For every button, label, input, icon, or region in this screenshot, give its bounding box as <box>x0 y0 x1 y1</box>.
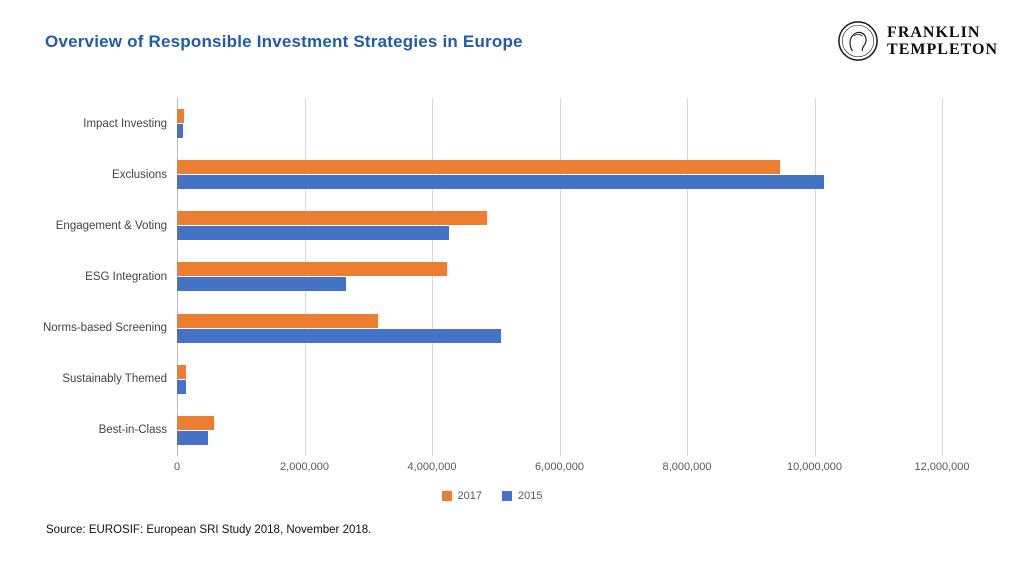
category-label: Norms-based Screening <box>42 322 167 335</box>
legend-label: 2017 <box>457 490 482 502</box>
x-tick-label: 10,000,000 <box>786 461 843 473</box>
x-tick-label: 4,000,000 <box>407 461 457 473</box>
legend-swatch <box>441 491 452 501</box>
legend-item-2015: 2015 <box>502 490 542 502</box>
bar-2015 <box>177 328 502 343</box>
gridline <box>687 98 688 456</box>
category-label: Sustainably Themed <box>62 373 167 386</box>
x-tick-label: 8,000,000 <box>662 461 712 473</box>
gridline <box>304 98 306 456</box>
bar-2015 <box>177 430 209 445</box>
franklin-templeton-logo: FRANKLIN TEMPLETON <box>837 20 998 62</box>
bar-row <box>177 354 942 405</box>
category-labels: Impact Investing Exclusions Engagement & V… <box>42 98 177 456</box>
gridline <box>432 98 433 456</box>
bar-row <box>177 405 942 456</box>
bar-2015 <box>177 175 825 190</box>
bar-row <box>177 200 942 251</box>
bar-2015 <box>177 226 450 241</box>
category-label: Impact Investing <box>83 117 167 130</box>
x-tick-label: 0 <box>173 461 181 473</box>
bar-2015 <box>177 124 184 139</box>
bar-2015 <box>177 277 346 292</box>
bar-chart: Impact Investing Exclusions Engagement & V… <box>42 98 970 502</box>
legend: 2017 2015 <box>42 490 942 502</box>
logo-wordmark: FRANKLIN TEMPLETON <box>887 24 998 59</box>
bar-row <box>177 251 942 302</box>
x-tick-label: 6,000,000 <box>535 461 584 473</box>
legend-item-2017: 2017 <box>441 490 482 502</box>
x-tick-label: 12,000,000 <box>914 461 970 473</box>
logo-line2: TEMPLETON <box>887 41 998 58</box>
bar-2017 <box>177 262 448 277</box>
bar-2017 <box>177 364 187 379</box>
x-axis: 0 2,000,000 4,000,000 6,000,000 8,000,000 10,… <box>173 456 970 476</box>
x-tick-label: 2,000,000 <box>280 461 329 473</box>
category-label: Best-in-Class <box>98 424 167 437</box>
gridline <box>177 98 178 456</box>
category-label: Engagement & Voting <box>55 219 167 232</box>
category-label: ESG Integration <box>85 270 167 283</box>
bar-2017 <box>177 109 184 124</box>
gridline <box>814 98 816 456</box>
bar-2015 <box>177 379 187 394</box>
source-note: Source: EUROSIF: European SRI Study 2018… <box>46 524 372 536</box>
bar-2017 <box>177 160 781 175</box>
legend-label: 2015 <box>518 490 543 502</box>
legend-swatch <box>502 491 512 501</box>
category-label: Exclusions <box>112 168 167 181</box>
bar-row <box>177 303 942 354</box>
franklin-portrait-icon <box>838 21 878 61</box>
plot-area <box>177 98 943 456</box>
gridline <box>559 98 561 456</box>
page-title: Overview of Responsible Investment Strat… <box>45 32 523 51</box>
bar-rows <box>177 98 942 456</box>
bar-2017 <box>177 211 487 226</box>
chart-body: Impact Investing Exclusions Engagement & V… <box>42 98 943 456</box>
logo-line1: FRANKLIN <box>887 23 981 41</box>
bar-2017 <box>177 313 378 328</box>
gridline <box>942 98 943 456</box>
bar-row <box>177 149 942 200</box>
bar-2017 <box>177 415 215 430</box>
bar-row <box>177 98 942 149</box>
